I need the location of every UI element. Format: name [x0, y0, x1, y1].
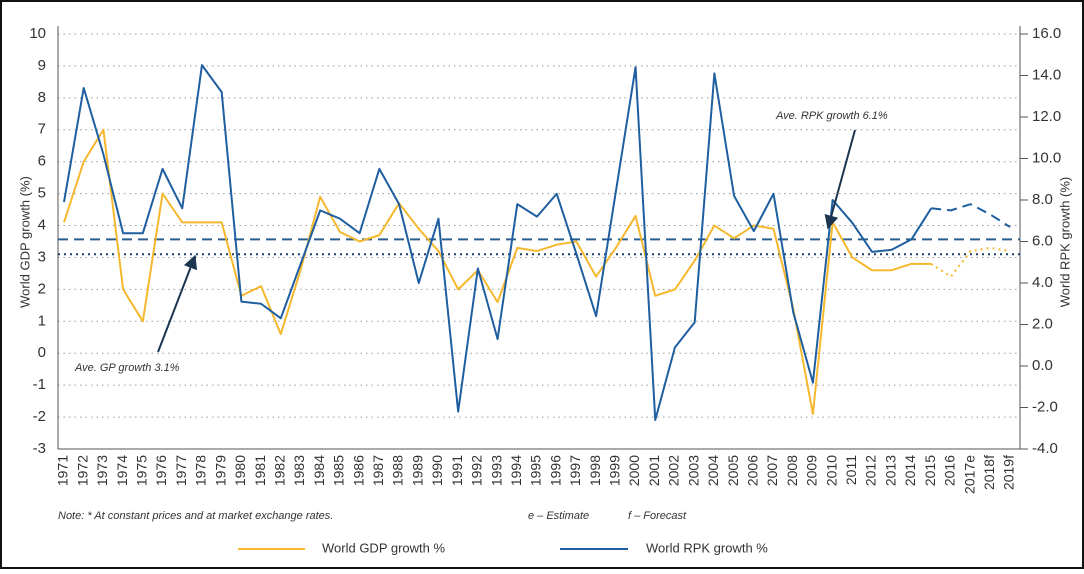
- x-tick-label: 1983: [291, 455, 307, 486]
- y2-tick-label: 6.0: [1032, 232, 1053, 249]
- series-line: [63, 64, 933, 421]
- x-tick-label: 2015: [922, 455, 938, 486]
- y-tick-label: -2: [33, 408, 46, 425]
- x-tick-label: 1985: [331, 455, 347, 486]
- y2-tick-label: -4.0: [1032, 440, 1058, 457]
- x-tick-label: 1971: [55, 455, 71, 486]
- series-line: [931, 203, 1011, 228]
- x-tick-label: 1988: [390, 455, 406, 486]
- x-tick-label: 1990: [429, 455, 445, 486]
- x-tick-label: 1980: [232, 455, 248, 486]
- x-tick-label: 1986: [350, 455, 366, 486]
- legend-label: World GDP growth %: [322, 540, 446, 555]
- x-tick-label: 2018f: [981, 455, 997, 490]
- x-tick-label: 1989: [409, 455, 425, 486]
- y2-tick-label: 2.0: [1032, 315, 1053, 332]
- y-tick-label: 5: [38, 185, 46, 202]
- x-tick-label: 2010: [823, 455, 839, 486]
- x-tick-label: 1982: [271, 455, 287, 486]
- y2-tick-label: 16.0: [1032, 25, 1061, 42]
- x-tick-label: 2019f: [1001, 455, 1017, 490]
- y-tick-label: 10: [29, 25, 46, 42]
- reference-label: Ave. GP growth 3.1%: [74, 362, 180, 374]
- x-tick-label: 1997: [567, 455, 583, 486]
- x-tick-label: 1991: [449, 455, 465, 486]
- reference-label: Ave. RPK growth 6.1%: [775, 110, 888, 122]
- y2-tick-label: 0.0: [1032, 357, 1053, 374]
- y-tick-label: 3: [38, 248, 46, 265]
- annotation-arrow: [824, 129, 856, 230]
- x-tick-label: 2006: [744, 455, 760, 486]
- x-tick-label: 2005: [725, 455, 741, 486]
- x-tick-label: 2013: [882, 455, 898, 486]
- x-tick-label: 1977: [173, 455, 189, 486]
- y-tick-label: 1: [38, 312, 46, 329]
- note: f – Forecast: [628, 510, 687, 522]
- x-tick-label: 2003: [685, 455, 701, 486]
- series-line: [63, 128, 932, 415]
- x-tick-label: 2012: [863, 455, 879, 486]
- y2-tick-label: 8.0: [1032, 191, 1053, 208]
- y2-tick-label: 4.0: [1032, 274, 1053, 291]
- x-tick-label: 1978: [193, 455, 209, 486]
- y-axis-title: World GDP growth (%): [17, 176, 32, 308]
- x-tick-label: 2004: [705, 455, 721, 486]
- note: e – Estimate: [528, 510, 589, 522]
- x-tick-label: 1994: [508, 455, 524, 486]
- y-tick-label: 2: [38, 280, 46, 297]
- x-tick-label: 2000: [626, 455, 642, 486]
- x-tick-label: 2001: [646, 455, 662, 486]
- x-tick-label: 2017e: [961, 455, 977, 494]
- x-tick-label: 1979: [212, 455, 228, 486]
- x-tick-label: 2002: [666, 455, 682, 486]
- series-line: [930, 246, 1011, 278]
- x-tick-label: 1996: [547, 455, 563, 486]
- note: Note: * At constant prices and at market…: [58, 510, 333, 522]
- y-tick-label: -1: [33, 376, 46, 393]
- x-tick-label: 2014: [902, 455, 918, 486]
- x-tick-label: 1992: [469, 455, 485, 486]
- x-tick-label: 1995: [528, 455, 544, 486]
- annotation-arrow: [157, 254, 198, 353]
- y-tick-label: 9: [38, 57, 46, 74]
- y2-tick-label: 12.0: [1032, 108, 1061, 125]
- y-tick-label: 7: [38, 121, 46, 138]
- x-tick-label: 1981: [252, 455, 268, 486]
- y2-tick-label: -2.0: [1032, 398, 1058, 415]
- plot-area: -3 -2 -1 0 1 2 3 4 5 6 7 8 9 10 -4.0 -2.0 0.0 2.0 4.0 6.0 8.…: [29, 25, 1061, 494]
- x-tick-label: 2008: [784, 455, 800, 486]
- x-tick-label: 2007: [764, 455, 780, 486]
- y-tick-label: 6: [38, 153, 46, 170]
- x-tick-label: 1972: [74, 455, 90, 486]
- x-tick-label: 1975: [134, 455, 150, 486]
- x-tick-label: 1974: [114, 455, 130, 486]
- x-tick-label: 2016: [942, 455, 958, 486]
- y-tick-label: 4: [38, 217, 46, 234]
- y2-axis-title: World RPK growth (%): [1057, 177, 1072, 308]
- x-tick-label: 1998: [587, 455, 603, 486]
- x-tick-label: 1993: [488, 455, 504, 486]
- y-tick-label: -3: [33, 440, 46, 457]
- x-tick-label: 2011: [843, 455, 859, 485]
- y2-tick-label: 10.0: [1032, 149, 1061, 166]
- x-tick-label: 1976: [153, 455, 169, 486]
- x-tick-label: 1973: [94, 455, 110, 486]
- legend-label: World RPK growth %: [646, 540, 768, 555]
- y-tick-label: 8: [38, 89, 46, 106]
- y2-tick-label: 14.0: [1032, 66, 1061, 83]
- x-tick-label: 1999: [607, 455, 623, 486]
- x-tick-label: 1987: [370, 455, 386, 486]
- x-tick-label: 2009: [804, 455, 820, 486]
- x-tick-label: 1984: [311, 455, 327, 486]
- y-tick-label: 0: [38, 344, 46, 361]
